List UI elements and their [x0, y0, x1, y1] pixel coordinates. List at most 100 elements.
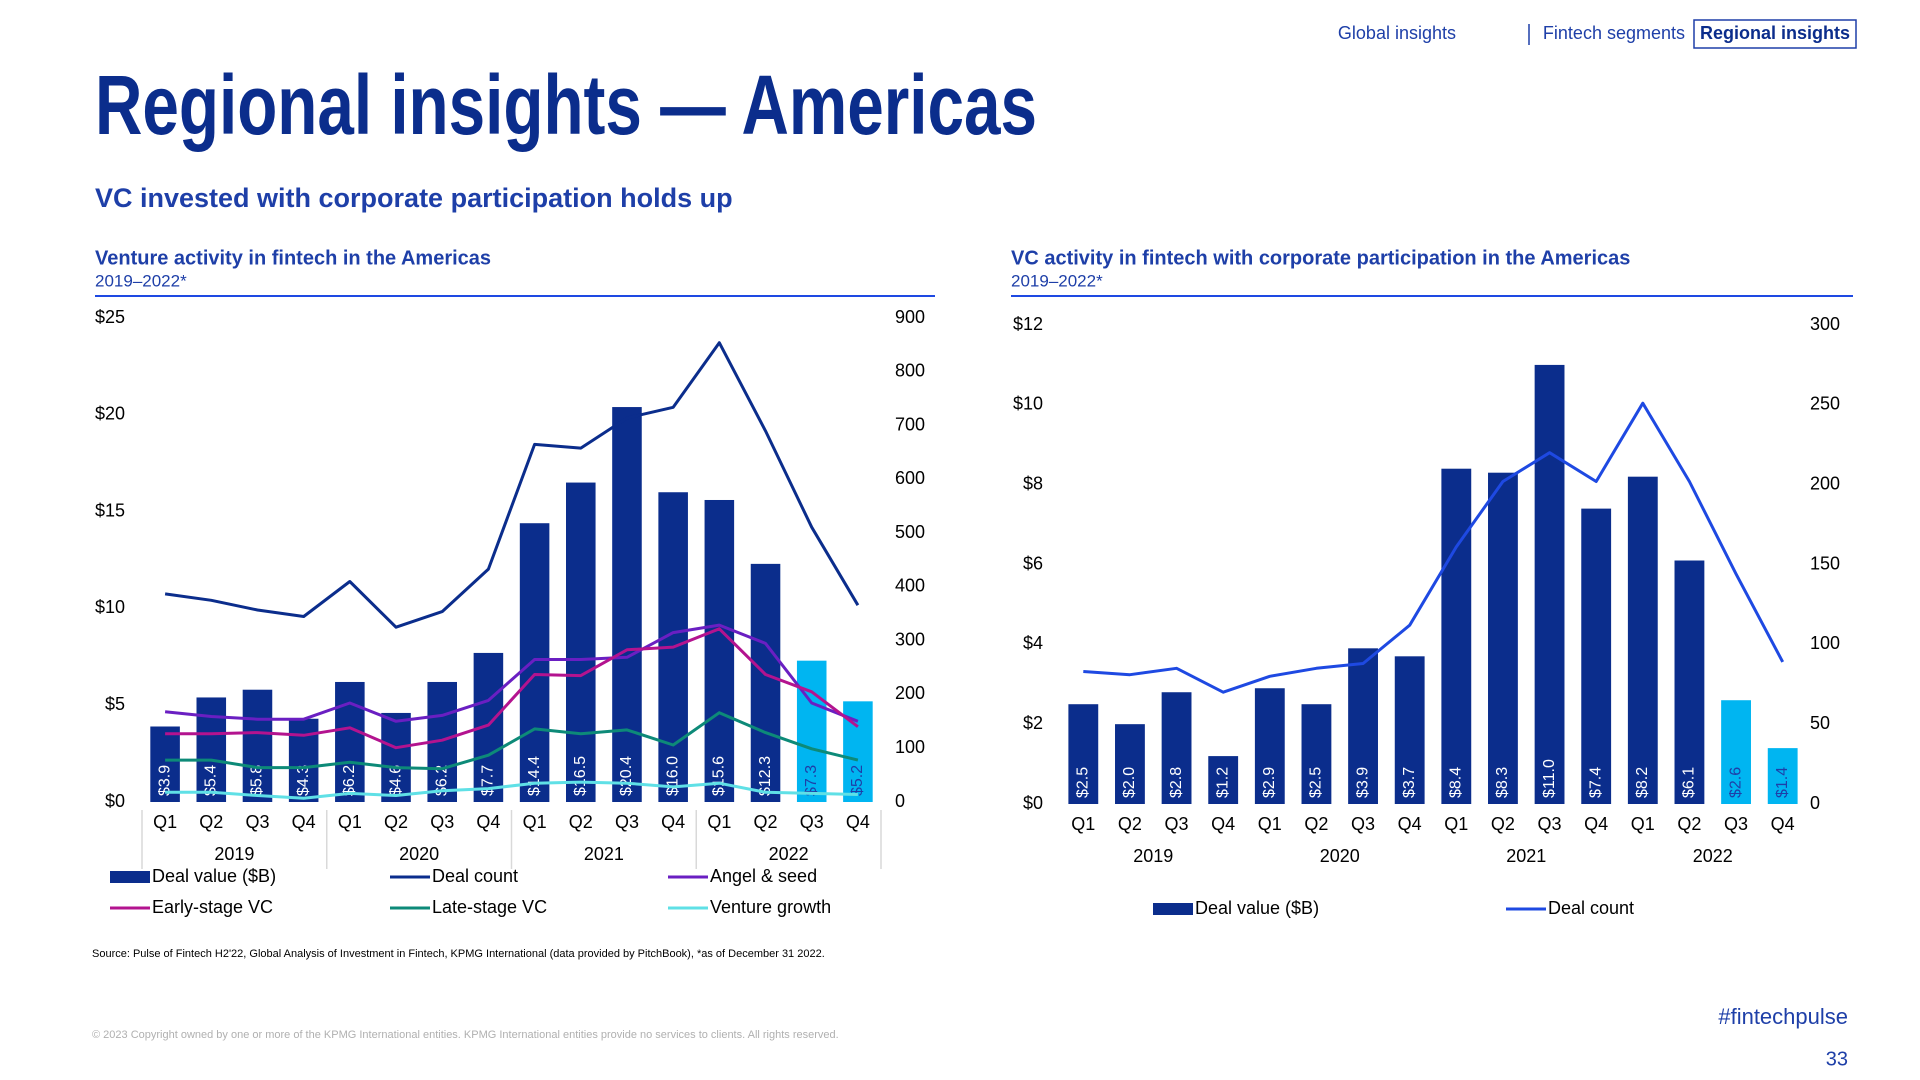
y-tick-label: $10	[95, 597, 125, 617]
bar-value-label: $7.7	[480, 765, 497, 796]
bar-value-label: $4.3	[295, 765, 312, 796]
y-tick-label: $4	[1023, 633, 1043, 653]
bar	[242, 689, 273, 802]
legend-label: Early-stage VC	[152, 897, 273, 917]
nav-active-box	[1693, 19, 1857, 49]
y2-tick-label: 250	[1810, 394, 1840, 414]
line-series	[1083, 401, 1785, 694]
bar	[1721, 700, 1751, 804]
x-tick-label: Q3	[1351, 814, 1375, 834]
nav-link[interactable]: Global insights	[1338, 23, 1456, 43]
group-label: 2019	[1133, 846, 1173, 866]
bar-value-label: $2.9	[1261, 767, 1278, 798]
x-tick-label: Q2	[1491, 814, 1515, 834]
y2-tick-label: 100	[895, 737, 925, 757]
x-tick-label: Q1	[1444, 814, 1468, 834]
y-tick-label: $8	[1023, 473, 1043, 493]
y2-tick-label: 300	[1810, 314, 1840, 334]
source-note: Source: Pulse of Fintech H2'22, Global A…	[92, 948, 825, 960]
bar	[1301, 704, 1332, 804]
bar	[750, 563, 781, 802]
y2-tick-label: 800	[895, 361, 925, 381]
x-tick-label: Q4	[1771, 814, 1795, 834]
bar-value-label: $3.7	[1401, 767, 1418, 798]
nav-link[interactable]: Fintech segments	[1543, 23, 1685, 43]
bar	[1767, 748, 1798, 804]
y-tick-label: $0	[1023, 793, 1043, 813]
bar	[1254, 688, 1285, 804]
bar-value-label: $7.4	[1587, 767, 1604, 798]
legend-label: Late-stage VC	[432, 897, 547, 917]
bar	[519, 523, 550, 802]
legend-swatch	[110, 871, 150, 883]
bar-value-label: $12.3	[757, 756, 774, 796]
group-label: 2021	[1506, 846, 1546, 866]
group-label: 2019	[214, 844, 254, 864]
bar	[566, 482, 596, 802]
bar	[1627, 476, 1658, 804]
nav-link[interactable]: Regional insights	[1700, 23, 1850, 43]
x-tick-label: Q1	[523, 812, 547, 832]
page-number: 33	[1826, 1048, 1848, 1070]
line-series	[165, 711, 859, 771]
x-tick-label: Q4	[661, 812, 685, 832]
line-series	[164, 623, 859, 723]
y-tick-label: $0	[105, 791, 125, 811]
line-series	[164, 341, 860, 629]
bar	[704, 499, 735, 802]
bar	[1394, 656, 1425, 804]
x-tick-label: Q2	[199, 812, 223, 832]
bar	[1534, 364, 1565, 804]
x-tick-label: Q1	[1258, 814, 1282, 834]
y-tick-label: $25	[95, 307, 125, 327]
bar-value-label: $15.6	[711, 756, 728, 796]
y2-tick-label: 100	[1810, 633, 1840, 653]
line-series	[165, 627, 859, 750]
y2-tick-label: 500	[895, 522, 925, 542]
x-tick-label: Q2	[1304, 814, 1328, 834]
bar-value-label: $2.5	[1075, 767, 1092, 798]
bar-value-label: $6.1	[1681, 767, 1698, 798]
y2-tick-label: 150	[1810, 553, 1840, 573]
y-tick-label: $5	[105, 694, 125, 714]
group-label: 2020	[399, 844, 439, 864]
bar-value-label: $3.9	[1354, 767, 1371, 798]
chart-subtitle: 2019–2022*	[1011, 271, 1103, 290]
bar	[1674, 560, 1705, 804]
bar-value-label: $6.2	[341, 765, 358, 796]
x-tick-label: Q4	[476, 812, 500, 832]
bar	[150, 726, 180, 802]
bar	[1161, 692, 1192, 804]
bar-value-label: $5.8	[249, 765, 266, 796]
bar-value-label: $5.4	[203, 765, 220, 796]
bar	[1115, 724, 1145, 804]
bar-value-label: $2.8	[1168, 767, 1185, 798]
bar-value-label: $3.9	[156, 765, 173, 796]
legend-label: Angel & seed	[710, 866, 817, 886]
y2-tick-label: 900	[895, 307, 925, 327]
y-tick-label: $15	[95, 500, 125, 520]
y2-tick-label: 700	[895, 414, 925, 434]
x-tick-label: Q1	[707, 812, 731, 832]
x-tick-label: Q3	[1538, 814, 1562, 834]
bar	[1208, 756, 1239, 804]
group-label: 2021	[584, 844, 624, 864]
x-tick-label: Q3	[430, 812, 454, 832]
group-label: 2022	[769, 844, 809, 864]
x-tick-label: Q4	[846, 812, 870, 832]
bar-value-label: $2.5	[1308, 767, 1325, 798]
y2-tick-label: 300	[895, 629, 925, 649]
x-tick-label: Q2	[1677, 814, 1701, 834]
x-tick-label: Q4	[292, 812, 316, 832]
legend-label: Deal count	[432, 866, 518, 886]
bar	[1488, 472, 1518, 804]
x-tick-label: Q3	[245, 812, 269, 832]
y-tick-label: $12	[1013, 314, 1043, 334]
x-tick-label: Q2	[384, 812, 408, 832]
y2-tick-label: 0	[1810, 793, 1820, 813]
bar-value-label: $14.4	[526, 756, 543, 796]
hashtag: #fintechpulse	[1718, 1004, 1848, 1029]
y2-tick-label: 200	[1810, 473, 1840, 493]
x-tick-label: Q4	[1584, 814, 1608, 834]
